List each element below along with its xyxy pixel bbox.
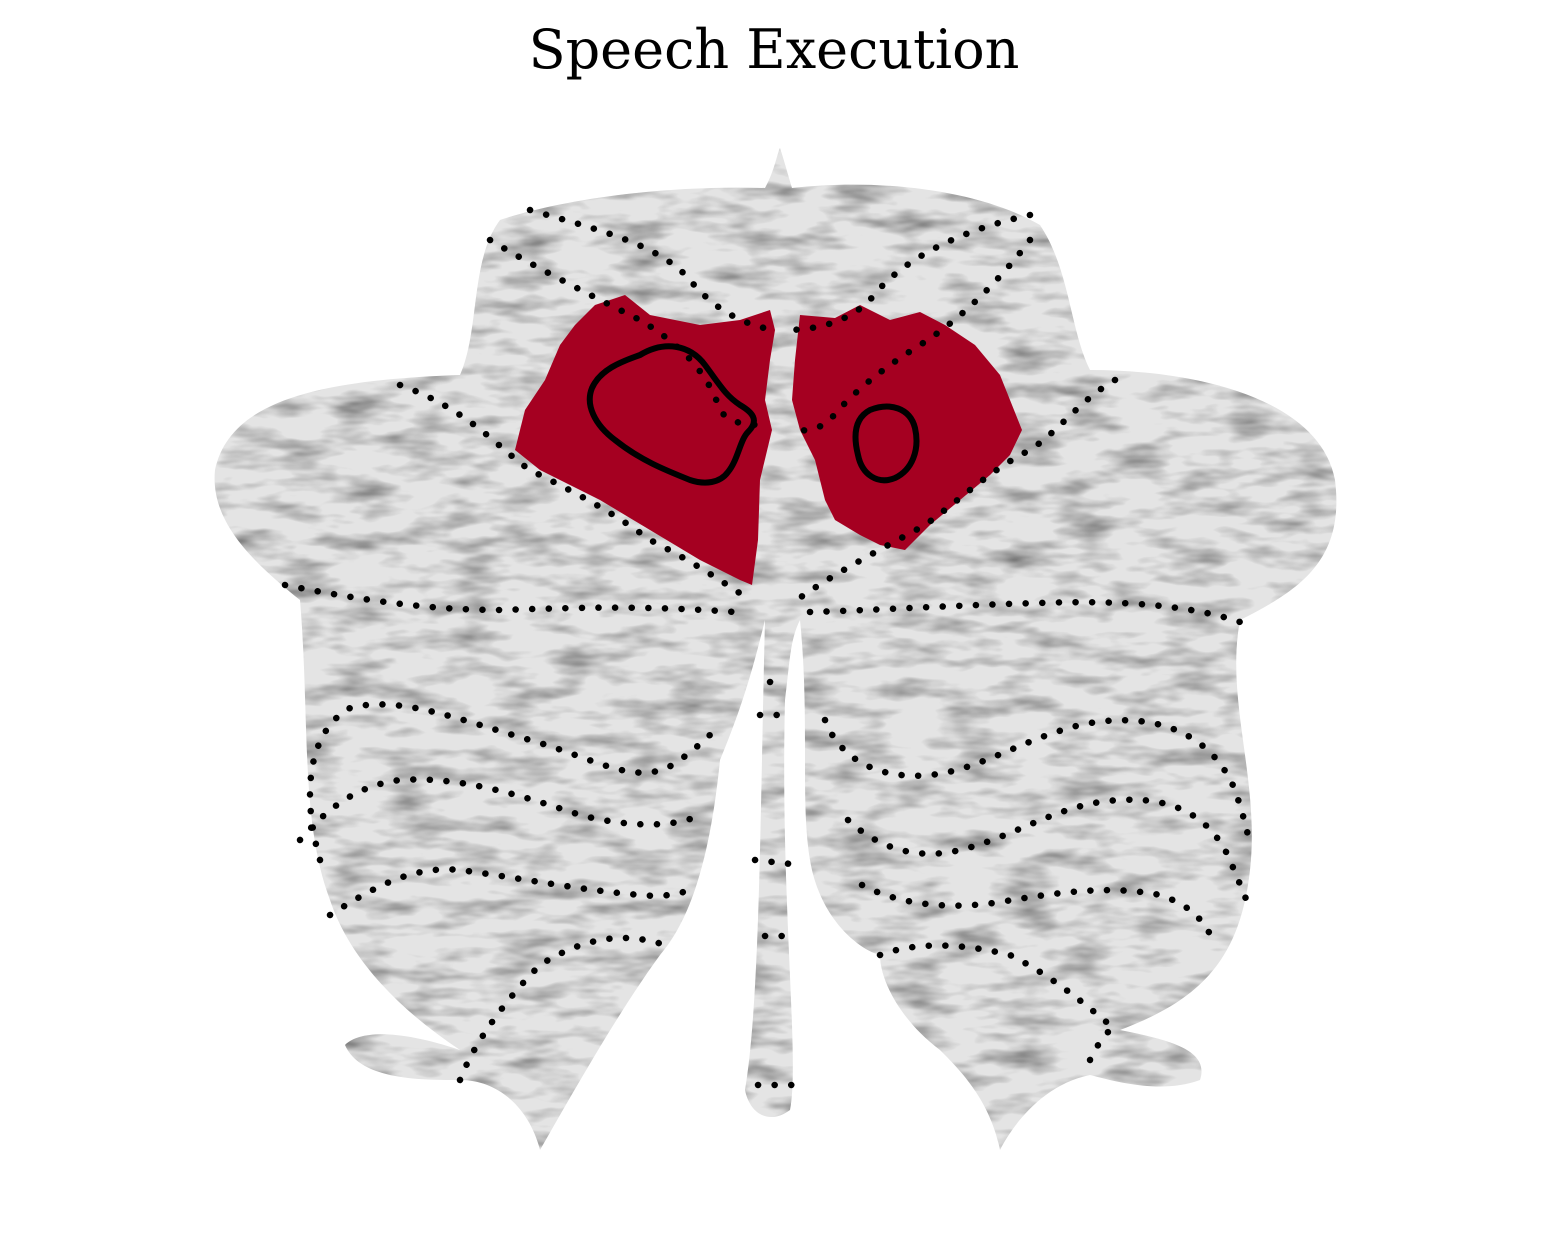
boundary-line	[306, 701, 719, 864]
peak-contour-left	[586, 343, 757, 486]
activation-region-right	[792, 305, 1022, 550]
boundary-line	[1086, 1026, 1114, 1064]
flatmap-surface	[214, 148, 1337, 1150]
boundary-line	[876, 942, 1114, 1029]
lobular-boundaries	[281, 206, 1254, 1089]
boundary-line	[326, 866, 699, 919]
peak-contour-right	[852, 403, 920, 484]
boundary-line	[456, 934, 669, 1084]
boundary-line	[296, 776, 704, 844]
figure-title: Speech Execution	[528, 18, 1020, 81]
boundary-line	[844, 796, 1252, 909]
boundary-line	[396, 381, 754, 604]
boundary-line	[281, 581, 739, 616]
boundary-line	[858, 881, 1219, 949]
boundary-line	[786, 236, 1034, 434]
boundary-line	[781, 211, 1034, 334]
boundary-line	[806, 598, 1244, 626]
boundary-line	[821, 716, 1254, 849]
